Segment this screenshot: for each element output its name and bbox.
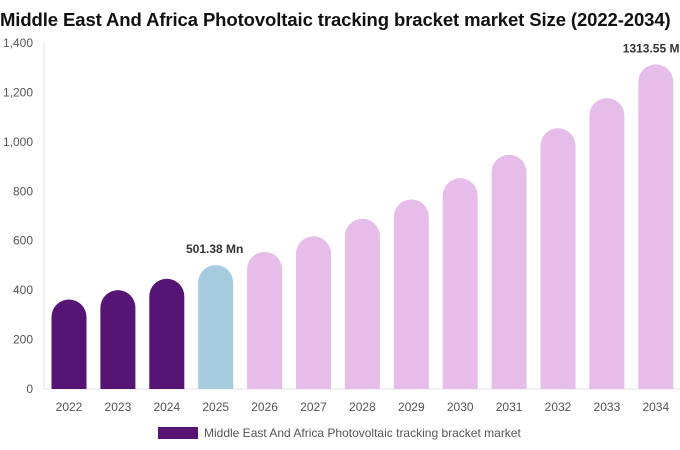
bar-2023 xyxy=(100,290,136,389)
y-tick-label: 400 xyxy=(13,283,33,297)
bar-2022 xyxy=(51,299,87,389)
chart-bars xyxy=(51,64,674,389)
chart-title: Middle East And Africa Photovoltaic trac… xyxy=(0,9,671,30)
y-tick-label: 600 xyxy=(13,234,33,248)
data-label-2034: 1313.55 Mn xyxy=(623,41,680,55)
y-tick-label: 0 xyxy=(26,382,33,396)
y-tick-label: 1,400 xyxy=(3,36,33,50)
x-tick-label: 2027 xyxy=(300,400,327,414)
bar-2024 xyxy=(149,278,185,389)
bar-2026 xyxy=(247,251,283,389)
bar-2029 xyxy=(393,199,429,389)
chart-legend: Middle East And Africa Photovoltaic trac… xyxy=(158,426,521,440)
data-label-2025: 501.38 Mn xyxy=(186,242,243,256)
bar-2028 xyxy=(344,218,380,389)
bar-2027 xyxy=(296,236,331,389)
legend-swatch xyxy=(158,427,198,439)
x-tick-label: 2031 xyxy=(496,400,523,414)
x-tick-label: 2023 xyxy=(105,400,132,414)
bar-2031 xyxy=(491,154,527,389)
y-tick-label: 200 xyxy=(13,333,33,347)
y-tick-label: 800 xyxy=(13,184,33,198)
bar-2032 xyxy=(540,128,576,389)
bar-2025 xyxy=(198,265,234,389)
x-tick-label: 2022 xyxy=(56,400,83,414)
x-tick-label: 2034 xyxy=(642,400,669,414)
legend-label: Middle East And Africa Photovoltaic trac… xyxy=(204,426,521,440)
x-tick-label: 2026 xyxy=(251,400,278,414)
chart-labels: 2022 2023 2024 2025 2026 2027 2028 2029 2030 2031… xyxy=(56,41,680,414)
x-tick-label: 2028 xyxy=(349,400,376,414)
x-tick-label: 2032 xyxy=(545,400,572,414)
x-tick-label: 2025 xyxy=(202,400,229,414)
y-tick-label: 1,000 xyxy=(3,135,33,149)
bar-2033 xyxy=(589,98,625,389)
y-tick-label: 1,200 xyxy=(3,85,33,99)
x-tick-label: 2029 xyxy=(398,400,425,414)
bar-2030 xyxy=(442,178,478,389)
x-tick-label: 2030 xyxy=(447,400,474,414)
bar-2034 xyxy=(638,64,674,389)
x-tick-label: 2024 xyxy=(153,400,180,414)
x-tick-label: 2033 xyxy=(594,400,621,414)
